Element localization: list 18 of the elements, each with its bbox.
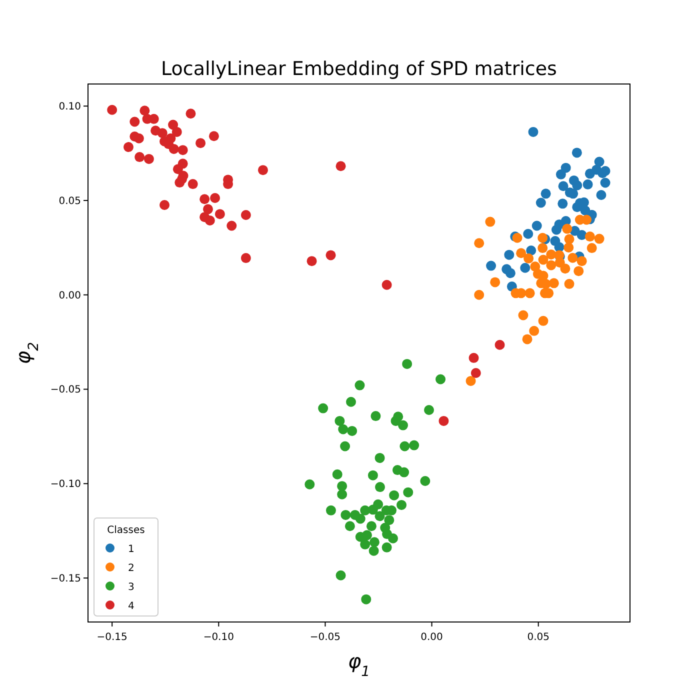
x-tick-label: −0.10 [203, 632, 234, 643]
legend-label: 2 [128, 563, 134, 574]
y-tick-label: −0.15 [50, 574, 81, 585]
x-tick-label: −0.05 [310, 632, 341, 643]
y-tick-label: 0.10 [58, 102, 81, 113]
x-tick-label: −0.15 [96, 632, 128, 643]
y-tick-label: 0.05 [58, 196, 81, 207]
legend-title: Classes [107, 525, 145, 536]
x-tick-label: 0.05 [527, 632, 550, 643]
legend-label: 1 [128, 544, 134, 555]
y-tick-label: −0.05 [50, 384, 81, 396]
x-axis-title: φ$_{1}$ [348, 649, 370, 680]
legend-label: 3 [128, 582, 134, 593]
y-tick-label: −0.10 [50, 479, 81, 490]
legend-label: 4 [128, 601, 134, 612]
y-tick-label: 0.00 [58, 290, 81, 302]
x-tick-label: 0.00 [420, 632, 443, 643]
chart-title: LocallyLinear Embedding of SPD matrices [161, 58, 557, 80]
